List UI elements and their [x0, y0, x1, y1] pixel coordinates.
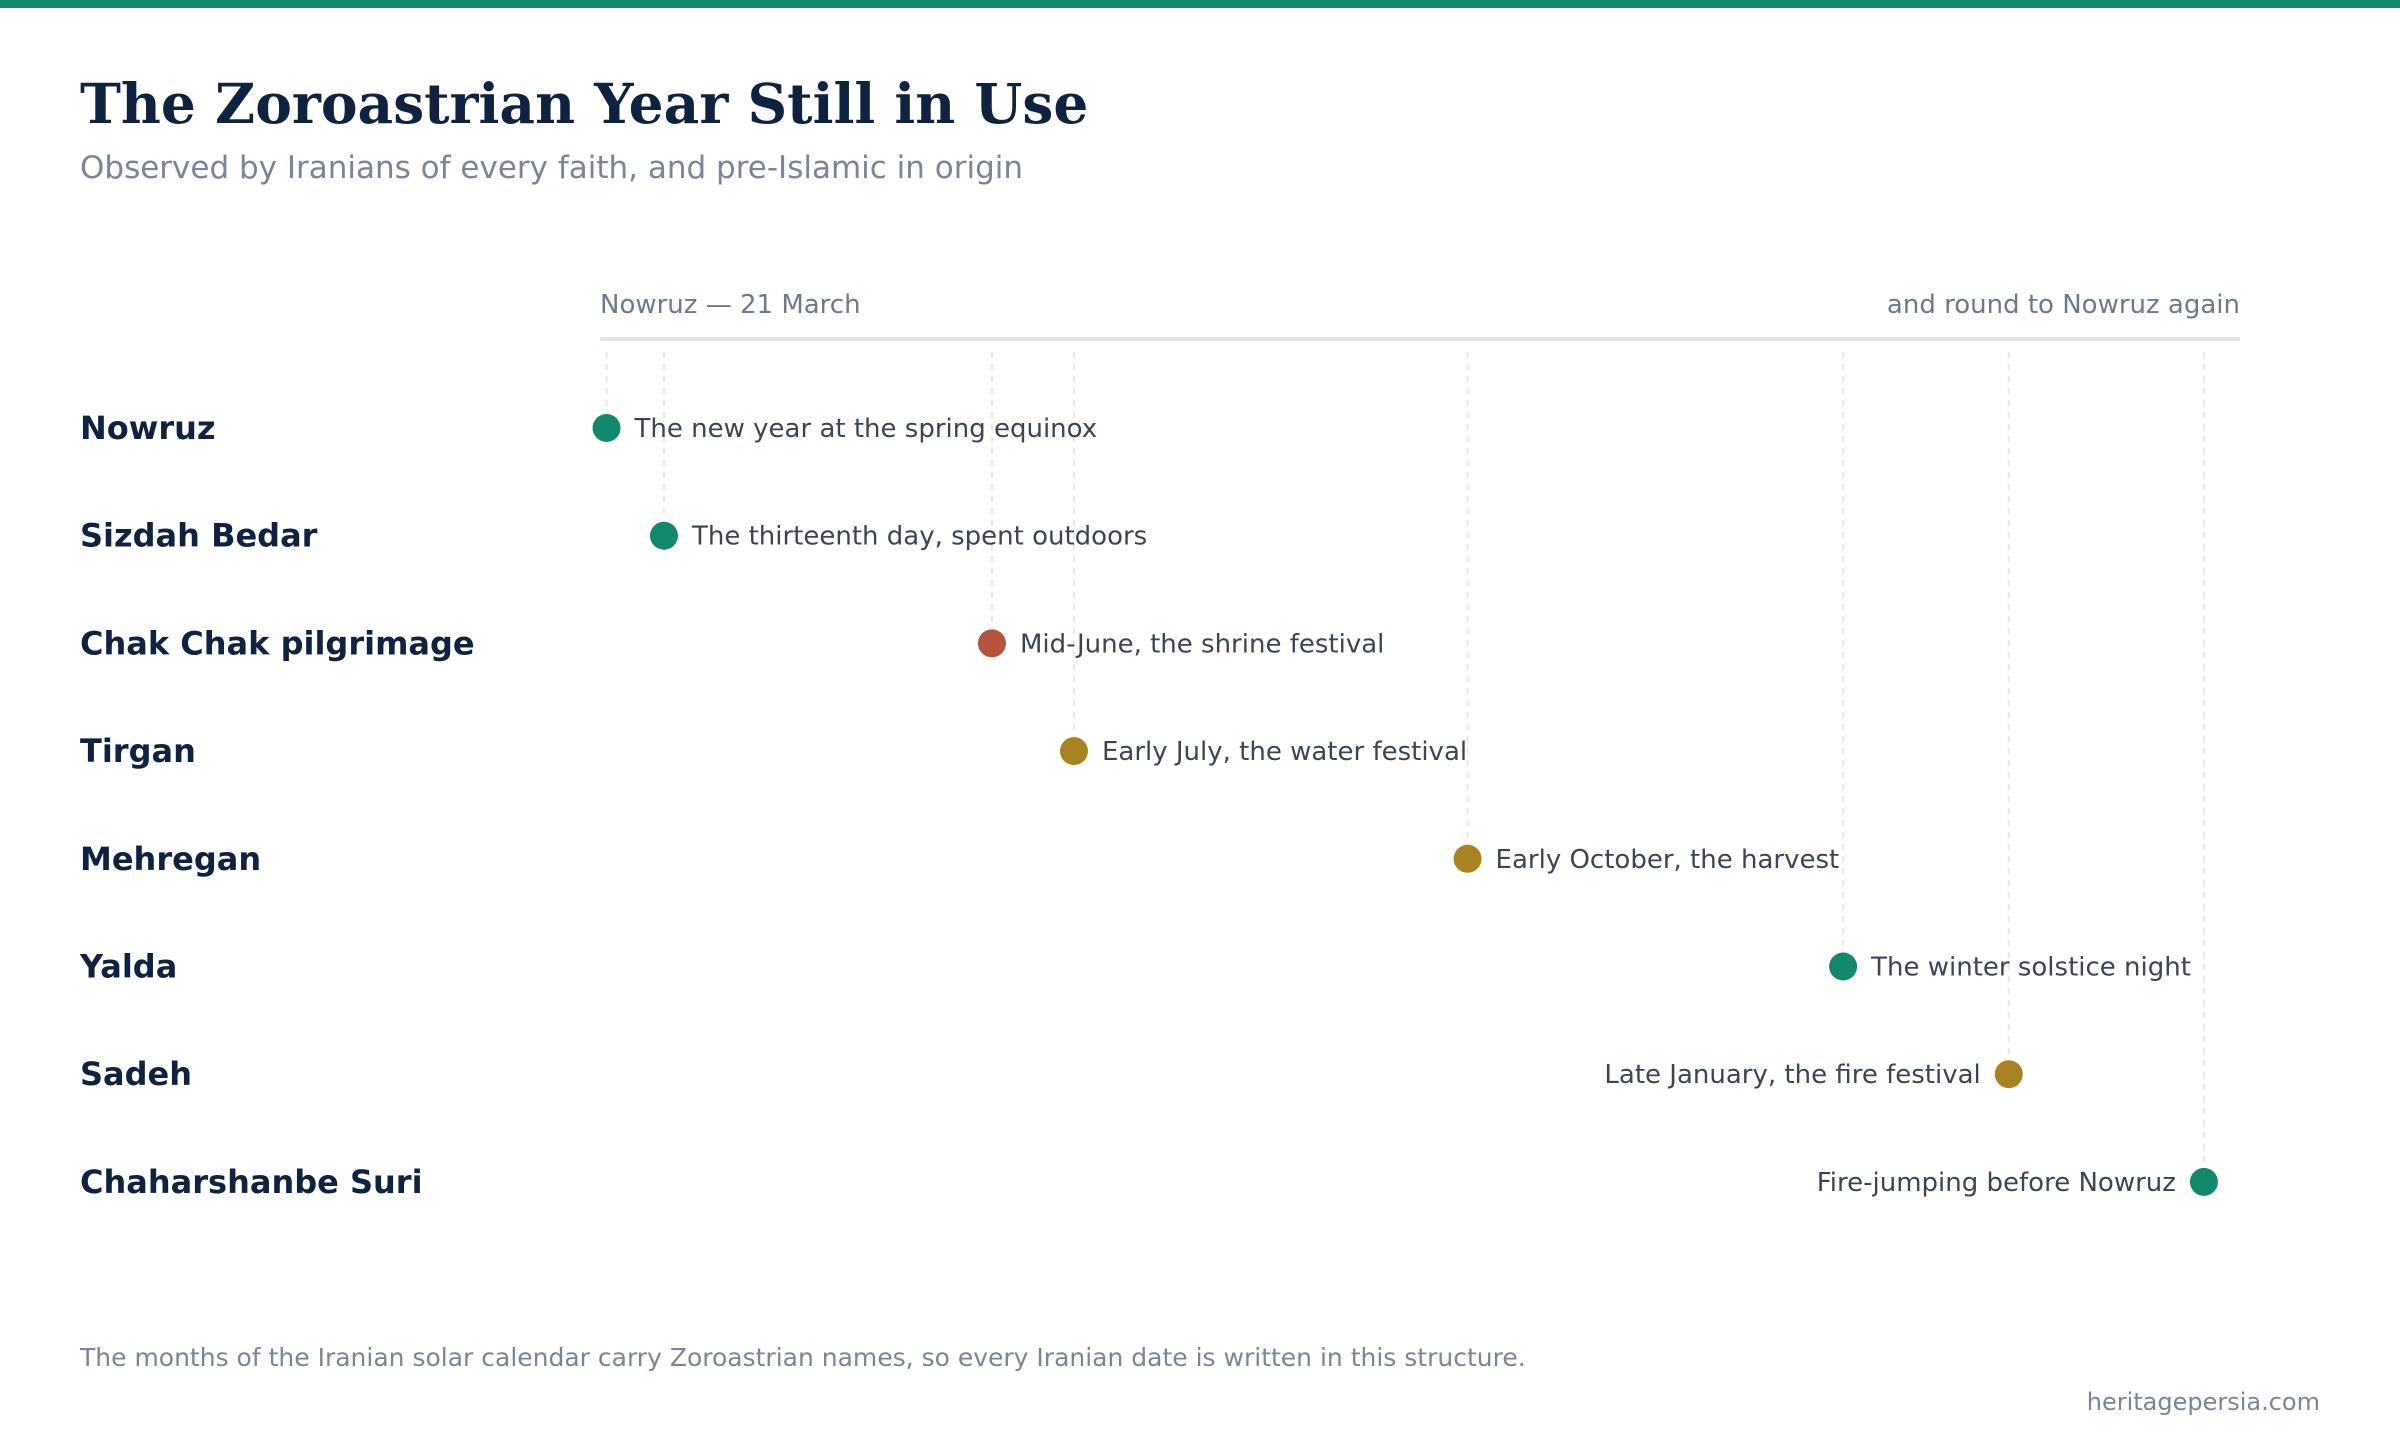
footnote: The months of the Iranian solar calendar… — [80, 1343, 1526, 1372]
timeline-row: Sizdah Bedar The thirteenth day, spent ou… — [80, 517, 1147, 555]
timeline-row: Mehregan Early October, the harvest — [80, 840, 1839, 878]
row-label: Chak Chak pilgrimage — [80, 624, 475, 662]
data-point — [977, 629, 1006, 658]
data-point — [1829, 952, 1858, 981]
row-label: Yalda — [79, 948, 177, 986]
row-label: Mehregan — [80, 840, 261, 878]
timeline-row: Nowruz The new year at the spring equinox — [80, 409, 1097, 447]
axis-end-label: and round to Nowruz again — [1887, 290, 2240, 320]
chart-subtitle: Observed by Iranians of every faith, and… — [80, 150, 1024, 186]
data-label: Early July, the water festival — [1102, 737, 1467, 767]
timeline-row: Chaharshanbe Suri Fire-jumping before Now… — [80, 1163, 2218, 1201]
timeline-rows: Nowruz The new year at the spring equinox… — [79, 409, 2218, 1201]
gridlines — [605, 352, 2205, 1182]
data-label: The thirteenth day, spent outdoors — [691, 522, 1147, 552]
data-point — [1059, 737, 1088, 766]
source-credit: heritagepersia.com — [2086, 1388, 2320, 1416]
timeline-row: Yalda The winter solstice night — [79, 948, 2191, 986]
chart-title: The Zoroastrian Year Still in Use — [80, 71, 1089, 136]
data-label: Early October, the harvest — [1496, 845, 1840, 875]
timeline-row: Tirgan Early July, the water festival — [80, 732, 1467, 770]
data-point — [649, 521, 678, 550]
top-accent-bar — [0, 0, 2400, 8]
data-point — [1453, 844, 1482, 873]
row-label: Sizdah Bedar — [80, 517, 318, 555]
data-label: Mid-June, the shrine festival — [1020, 629, 1384, 659]
timeline-row: Chak Chak pilgrimage Mid-June, the shrine… — [80, 624, 1384, 662]
timeline-chart: Nowruz — 21 March and round to Nowruz ag… — [79, 290, 2240, 1201]
row-label: Tirgan — [80, 732, 196, 770]
data-label: The new year at the spring equinox — [634, 414, 1098, 444]
data-label: Late January, the fire festival — [1604, 1060, 1980, 1090]
data-label: Fire-jumping before Nowruz — [1817, 1168, 2176, 1198]
data-point — [592, 414, 621, 442]
row-label: Sadeh — [80, 1055, 192, 1093]
data-label: The winter solstice night — [1870, 953, 2191, 983]
row-label: Nowruz — [80, 409, 216, 447]
data-point — [1994, 1060, 2023, 1089]
timeline-row: Sadeh Late January, the fire festival — [80, 1055, 2023, 1093]
row-label: Chaharshanbe Suri — [80, 1163, 423, 1201]
axis-start-label: Nowruz — 21 March — [600, 290, 861, 320]
data-point — [2189, 1167, 2218, 1196]
